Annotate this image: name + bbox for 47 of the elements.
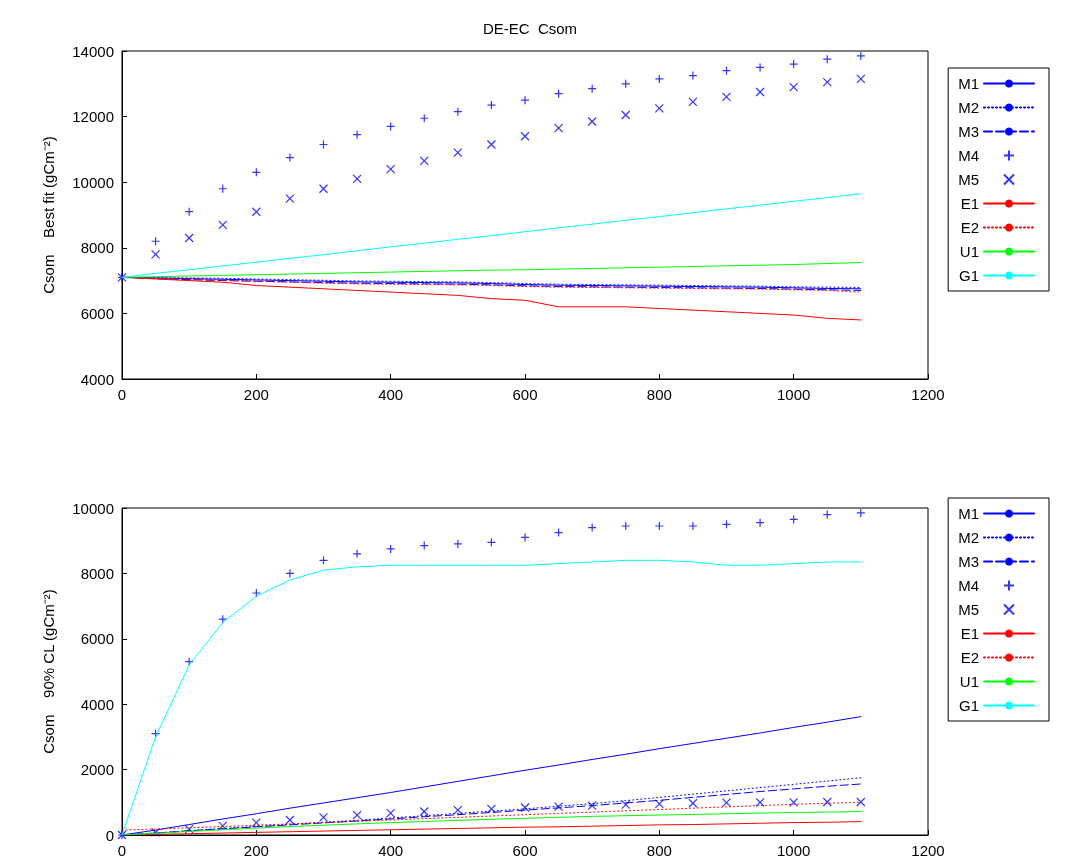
- y-tick-label: 14000: [72, 42, 114, 60]
- y-tick-label: 2000: [80, 761, 114, 779]
- legend-label: M1: [958, 75, 979, 92]
- y-tick-label: 8000: [80, 239, 114, 257]
- legend-label: M2: [958, 99, 979, 116]
- x-tick-label: 400: [378, 386, 404, 403]
- legend-label: M5: [958, 601, 979, 618]
- y-axis-title: Csom Best fit (gCm⁻²): [40, 136, 57, 294]
- x-tick-label: 1200: [911, 386, 945, 403]
- y-tick-label: 10000: [72, 173, 114, 191]
- x-tick-label: 1200: [911, 842, 945, 859]
- legend-label: E1: [960, 195, 979, 212]
- y-tick-label: 0: [105, 826, 114, 844]
- x-tick-label: 400: [378, 842, 404, 859]
- x-tick-label: 0: [117, 842, 127, 859]
- legend-label: M5: [958, 171, 979, 188]
- legend-label: E2: [960, 219, 979, 236]
- y-tick-label: 8000: [80, 564, 114, 582]
- legend-label: U1: [959, 673, 979, 690]
- y-tick-label: 10000: [72, 499, 114, 517]
- legend-label: M1: [958, 505, 979, 522]
- legend-label: U1: [959, 243, 979, 260]
- legend-label: G1: [958, 267, 979, 284]
- legend-label: M4: [958, 147, 979, 164]
- x-tick-label: 200: [243, 386, 269, 403]
- x-tick-label: 600: [512, 386, 538, 403]
- y-tick-label: 4000: [80, 695, 114, 713]
- legend-label: M4: [958, 577, 979, 594]
- x-tick-label: 800: [646, 386, 672, 403]
- y-tick-label: 6000: [80, 630, 114, 648]
- x-tick-label: 0: [117, 386, 127, 403]
- legend-label: E2: [960, 649, 979, 666]
- x-tick-label: 1000: [776, 842, 811, 859]
- legend-label: M3: [958, 553, 979, 570]
- x-tick-label: 800: [646, 842, 672, 859]
- chart-title: DE-EC Csom: [482, 20, 578, 37]
- legend-label: E1: [960, 625, 979, 642]
- legend-label: M3: [958, 123, 979, 140]
- y-tick-label: 12000: [72, 108, 114, 126]
- x-tick-label: 200: [243, 842, 269, 859]
- y-axis-title: Csom 90% CL (gCm⁻²): [40, 589, 57, 754]
- x-tick-label: 600: [512, 842, 538, 859]
- y-tick-label: 4000: [80, 370, 114, 388]
- x-tick-label: 1000: [776, 386, 811, 403]
- legend-label: M2: [958, 529, 979, 546]
- legend-label: G1: [958, 697, 979, 714]
- y-tick-label: 6000: [80, 304, 114, 322]
